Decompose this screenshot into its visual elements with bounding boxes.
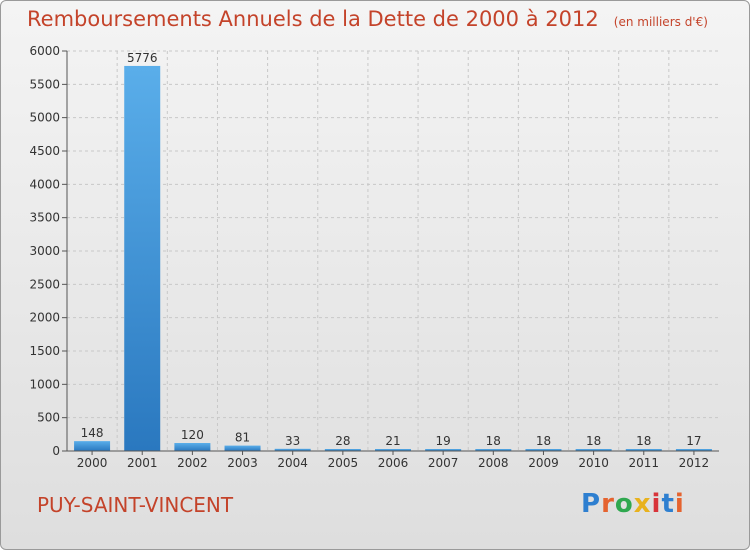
y-tick-label: 1500 (29, 344, 60, 358)
y-tick-label: 500 (37, 411, 60, 425)
title-row: Remboursements Annuels de la Dette de 20… (27, 7, 708, 31)
y-tick-label: 4000 (29, 177, 60, 191)
x-tick-label: 2010 (578, 456, 609, 470)
y-tick-label: 2500 (29, 277, 60, 291)
commune-name: PUY-SAINT-VINCENT (37, 493, 234, 517)
bar-2004 (274, 448, 311, 451)
bar-2010 (575, 449, 612, 451)
data-label: 19 (436, 434, 451, 448)
y-tick-label: 0 (52, 444, 60, 458)
data-label: 18 (586, 434, 601, 448)
data-label: 17 (686, 434, 701, 448)
data-label: 5776 (127, 51, 158, 65)
data-label: 18 (486, 434, 501, 448)
data-label: 18 (536, 434, 551, 448)
chart-title: Remboursements Annuels de la Dette de 20… (27, 7, 599, 31)
data-label: 33 (285, 434, 300, 448)
bars: 148 5776 120 81 33 28 21 19 18 18 18 18 17 (74, 51, 712, 451)
chart-subtitle: (en milliers d'€) (613, 15, 708, 29)
bar-2005 (324, 449, 361, 451)
bar-2001 (124, 65, 161, 451)
y-tick-label: 4500 (29, 144, 60, 158)
data-label: 21 (385, 434, 400, 448)
y-tick-label: 1000 (29, 377, 60, 391)
x-tick-label: 2012 (679, 456, 710, 470)
x-tick-label: 2009 (528, 456, 559, 470)
y-tick-label: 3500 (29, 211, 60, 225)
bar-2007 (425, 449, 462, 451)
bar-2002 (174, 443, 211, 451)
bar-2009 (525, 449, 562, 451)
x-tick-label: 2007 (428, 456, 459, 470)
bar-2011 (625, 449, 662, 451)
proxiti-logo: Proxiti (581, 489, 685, 519)
y-tick-label: 5000 (29, 111, 60, 125)
y-tick-label: 3000 (29, 244, 60, 258)
x-tick-label: 2001 (127, 456, 158, 470)
bar-2003 (224, 445, 261, 451)
data-label: 148 (81, 426, 104, 440)
grid-lines (67, 50, 719, 451)
x-tick-label: 2008 (478, 456, 509, 470)
x-tick-label: 2002 (177, 456, 208, 470)
data-label: 18 (636, 434, 651, 448)
bar-2006 (375, 449, 411, 451)
bar-2000 (74, 441, 111, 451)
y-tick-label: 6000 (29, 44, 60, 58)
x-tick-label: 2000 (77, 456, 108, 470)
y-tick-label: 2000 (29, 311, 60, 325)
data-label: 120 (181, 428, 204, 442)
bar-2008 (475, 449, 512, 451)
x-tick-label: 2004 (277, 456, 308, 470)
data-label: 28 (335, 434, 350, 448)
x-tick-label: 2011 (628, 456, 659, 470)
x-tick-label: 2006 (378, 456, 409, 470)
data-label: 81 (235, 431, 250, 445)
x-tick-label: 2003 (227, 456, 258, 470)
x-tick-label: 2005 (328, 456, 359, 470)
bar-2012 (675, 449, 712, 451)
y-tick-label: 5500 (29, 77, 60, 91)
axes: 0 500 1000 1500 2000 2500 3000 3500 4000 4500 5000… (29, 44, 719, 470)
